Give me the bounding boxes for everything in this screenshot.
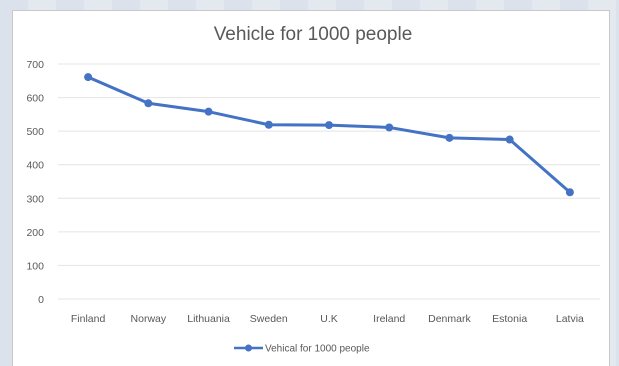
- y-tick-label: 100: [26, 260, 44, 272]
- data-point: [264, 120, 273, 129]
- y-axis-ticks: 0 100 200 300 400 500 600 700: [26, 59, 44, 306]
- y-tick-label: 500: [26, 126, 44, 138]
- data-point: [84, 73, 93, 82]
- y-tick-label: 0: [38, 294, 44, 306]
- x-tick-label: Finland: [71, 313, 106, 325]
- data-point: [445, 133, 454, 142]
- legend: Vehical for 1000 people: [234, 344, 370, 355]
- chart-area: [12, 10, 610, 366]
- y-tick-label: 300: [26, 193, 44, 205]
- y-tick-label: 600: [26, 93, 44, 105]
- x-tick-label: Denmark: [428, 313, 471, 325]
- data-point: [385, 123, 394, 132]
- chart-title: Vehicle for 1000 people: [214, 24, 413, 45]
- x-tick-label: Estonia: [492, 313, 527, 325]
- gridlines: [58, 63, 600, 300]
- y-tick-label: 200: [26, 227, 44, 239]
- data-point: [505, 135, 514, 144]
- x-tick-label: Latvia: [556, 313, 584, 325]
- legend-marker: [245, 344, 252, 352]
- y-tick-label: 400: [26, 160, 44, 172]
- data-point: [144, 99, 153, 108]
- series-line: [87, 75, 571, 194]
- x-tick-label: Ireland: [373, 313, 405, 325]
- data-point: [204, 107, 213, 116]
- data-point: [325, 121, 333, 130]
- legend-label: Vehical for 1000 people: [265, 344, 370, 355]
- x-tick-label: Lithuania: [187, 313, 230, 325]
- series-layer: [84, 73, 574, 197]
- x-tick-label: Sweden: [250, 313, 288, 325]
- x-tick-label: U.K: [320, 313, 338, 325]
- y-tick-label: 700: [26, 59, 44, 71]
- x-axis-ticks: Finland Norway Lithuania Sweden U.K Ireland De…: [71, 313, 584, 325]
- x-tick-label: Norway: [131, 313, 167, 325]
- data-point: [565, 188, 574, 197]
